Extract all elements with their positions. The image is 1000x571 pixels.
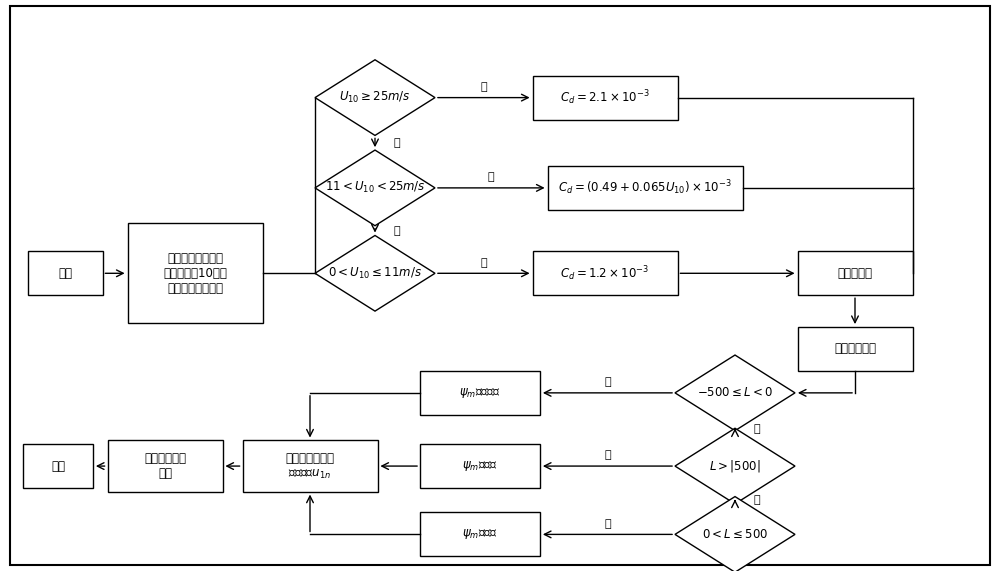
- Polygon shape: [675, 497, 795, 571]
- Bar: [420, 371, 540, 415]
- Bar: [532, 251, 678, 295]
- Bar: [532, 75, 678, 119]
- Polygon shape: [315, 150, 435, 226]
- Text: 基于中性状态的
等效风速$u_{1n}$: 基于中性状态的 等效风速$u_{1n}$: [286, 452, 334, 481]
- Bar: [548, 166, 742, 210]
- Text: 否: 否: [754, 424, 760, 435]
- Polygon shape: [315, 235, 435, 311]
- Bar: [10, 6, 990, 565]
- Bar: [28, 251, 103, 295]
- Text: 是: 是: [480, 82, 487, 92]
- Text: $-500\leq L<0$: $-500\leq L<0$: [697, 387, 773, 399]
- Bar: [242, 440, 378, 492]
- Text: $C_d=(0.49+0.065U_{10})\times10^{-3}$: $C_d=(0.49+0.065U_{10})\times10^{-3}$: [558, 179, 732, 197]
- Text: $0<U_{10}\leq 11m/s$: $0<U_{10}\leq 11m/s$: [328, 266, 422, 281]
- Polygon shape: [675, 428, 795, 504]
- Text: $\psi_m$一不稳定: $\psi_m$一不稳定: [459, 386, 501, 400]
- Bar: [128, 223, 262, 323]
- Text: 否: 否: [754, 495, 760, 505]
- Text: $L>|500|$: $L>|500|$: [709, 458, 761, 474]
- Text: 是: 是: [488, 172, 495, 182]
- Text: $0<L\leq 500$: $0<L\leq 500$: [702, 528, 768, 541]
- Text: 是: 是: [604, 518, 611, 529]
- Text: $U_{10}\geq 25m/s$: $U_{10}\geq 25m/s$: [339, 90, 411, 105]
- Text: $C_d=2.1\times10^{-3}$: $C_d=2.1\times10^{-3}$: [560, 89, 650, 107]
- Bar: [108, 440, 223, 492]
- Text: 否: 否: [394, 226, 400, 236]
- Text: 输入两个高度层风
速、温度、10米高
度风速及轮毂高度: 输入两个高度层风 速、温度、10米高 度风速及轮毂高度: [163, 252, 227, 295]
- Text: $11<U_{10}<25m/s$: $11<U_{10}<25m/s$: [325, 180, 425, 195]
- Text: 结束: 结束: [51, 460, 65, 473]
- Bar: [23, 444, 93, 488]
- Bar: [798, 327, 912, 371]
- Bar: [420, 512, 540, 556]
- Text: $\psi_m$一稳定: $\psi_m$一稳定: [462, 528, 498, 541]
- Polygon shape: [315, 60, 435, 135]
- Text: 开始: 开始: [58, 267, 72, 280]
- Text: 否: 否: [394, 138, 400, 148]
- Text: $\psi_m$一中性: $\psi_m$一中性: [462, 459, 498, 473]
- Text: 计算粗糙度: 计算粗糙度: [838, 267, 872, 280]
- Text: 是: 是: [604, 451, 611, 460]
- Text: 外推轮毅高度
风速: 外推轮毅高度 风速: [144, 452, 186, 480]
- Text: $C_d=1.2\times10^{-3}$: $C_d=1.2\times10^{-3}$: [560, 264, 650, 283]
- Polygon shape: [675, 355, 795, 431]
- Text: 是: 是: [604, 377, 611, 387]
- Text: 计算莫奥长度: 计算莫奥长度: [834, 343, 876, 355]
- Bar: [420, 444, 540, 488]
- Text: 是: 是: [480, 258, 487, 268]
- Bar: [798, 251, 912, 295]
